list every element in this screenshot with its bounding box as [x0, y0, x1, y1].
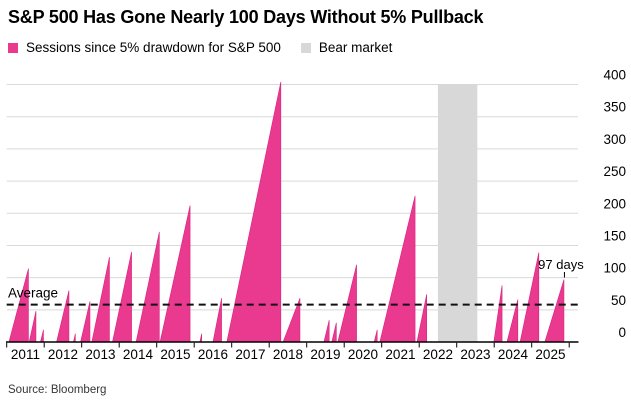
spike — [159, 205, 191, 343]
x-axis-label-2011: 2011 — [11, 347, 40, 362]
spike — [28, 311, 37, 343]
x-axis-label-2013: 2013 — [85, 347, 115, 362]
x-axis-label-2025: 2025 — [535, 347, 565, 362]
x-axis-label-2012: 2012 — [48, 347, 78, 362]
spike — [323, 320, 330, 343]
x-axis-label-2023: 2023 — [460, 347, 490, 362]
spike — [56, 290, 70, 343]
y-axis-label-50: 50 — [611, 293, 626, 308]
x-axis-label-2024: 2024 — [498, 347, 529, 362]
y-axis-label-200: 200 — [603, 196, 626, 211]
x-axis-label-2018: 2018 — [273, 347, 303, 362]
spike — [337, 264, 357, 343]
x-axis-label-2021: 2021 — [385, 347, 415, 362]
y-axis-label-150: 150 — [603, 228, 626, 243]
spike — [135, 231, 160, 343]
spike — [416, 294, 428, 343]
x-axis-label-2017: 2017 — [235, 347, 265, 362]
y-axis-label-100: 100 — [603, 261, 626, 276]
x-axis-label-2020: 2020 — [348, 347, 378, 362]
spike — [112, 251, 132, 343]
source-note: Source: Bloomberg — [8, 384, 107, 396]
legend-label-bear-market: Bear market — [318, 40, 393, 55]
spike — [80, 301, 91, 343]
legend-label-sessions: Sessions since 5% drawdown for S&P 500 — [26, 40, 281, 55]
x-axis-label-2019: 2019 — [310, 347, 340, 362]
spike — [331, 322, 337, 343]
spike — [373, 329, 378, 343]
spike — [226, 81, 282, 343]
chart-title: S&P 500 Has Gone Nearly 100 Days Without… — [8, 7, 484, 27]
average-label: Average — [8, 286, 58, 301]
y-axis-label-250: 250 — [603, 164, 626, 179]
x-axis-label-2022: 2022 — [423, 347, 453, 362]
spike — [544, 279, 565, 343]
spike — [493, 285, 503, 343]
legend-item-sessions: Sessions since 5% drawdown for S&P 500 — [8, 40, 281, 55]
x-axis-label-2016: 2016 — [198, 347, 228, 362]
x-axis-label-2014: 2014 — [123, 347, 154, 362]
y-axis-label-350: 350 — [603, 100, 626, 115]
y-axis-label-400: 400 — [603, 68, 626, 83]
spike — [40, 329, 44, 343]
y-axis-label-0: 0 — [618, 325, 626, 340]
spike — [199, 333, 202, 343]
legend-item-bear-market: Bear market — [300, 40, 393, 55]
x-axis-label-2015: 2015 — [160, 347, 190, 362]
sessions-swatch-icon — [8, 42, 18, 53]
spike — [506, 299, 519, 343]
y-axis-label-300: 300 — [603, 132, 626, 147]
legend: Sessions since 5% drawdown for S&P 500 B… — [8, 40, 412, 55]
current-streak-annotation: 97 days — [538, 257, 584, 272]
spike — [91, 256, 110, 343]
spike — [379, 195, 416, 343]
spike — [73, 333, 76, 343]
spike — [519, 252, 540, 343]
bear-market-swatch-icon — [300, 42, 311, 53]
